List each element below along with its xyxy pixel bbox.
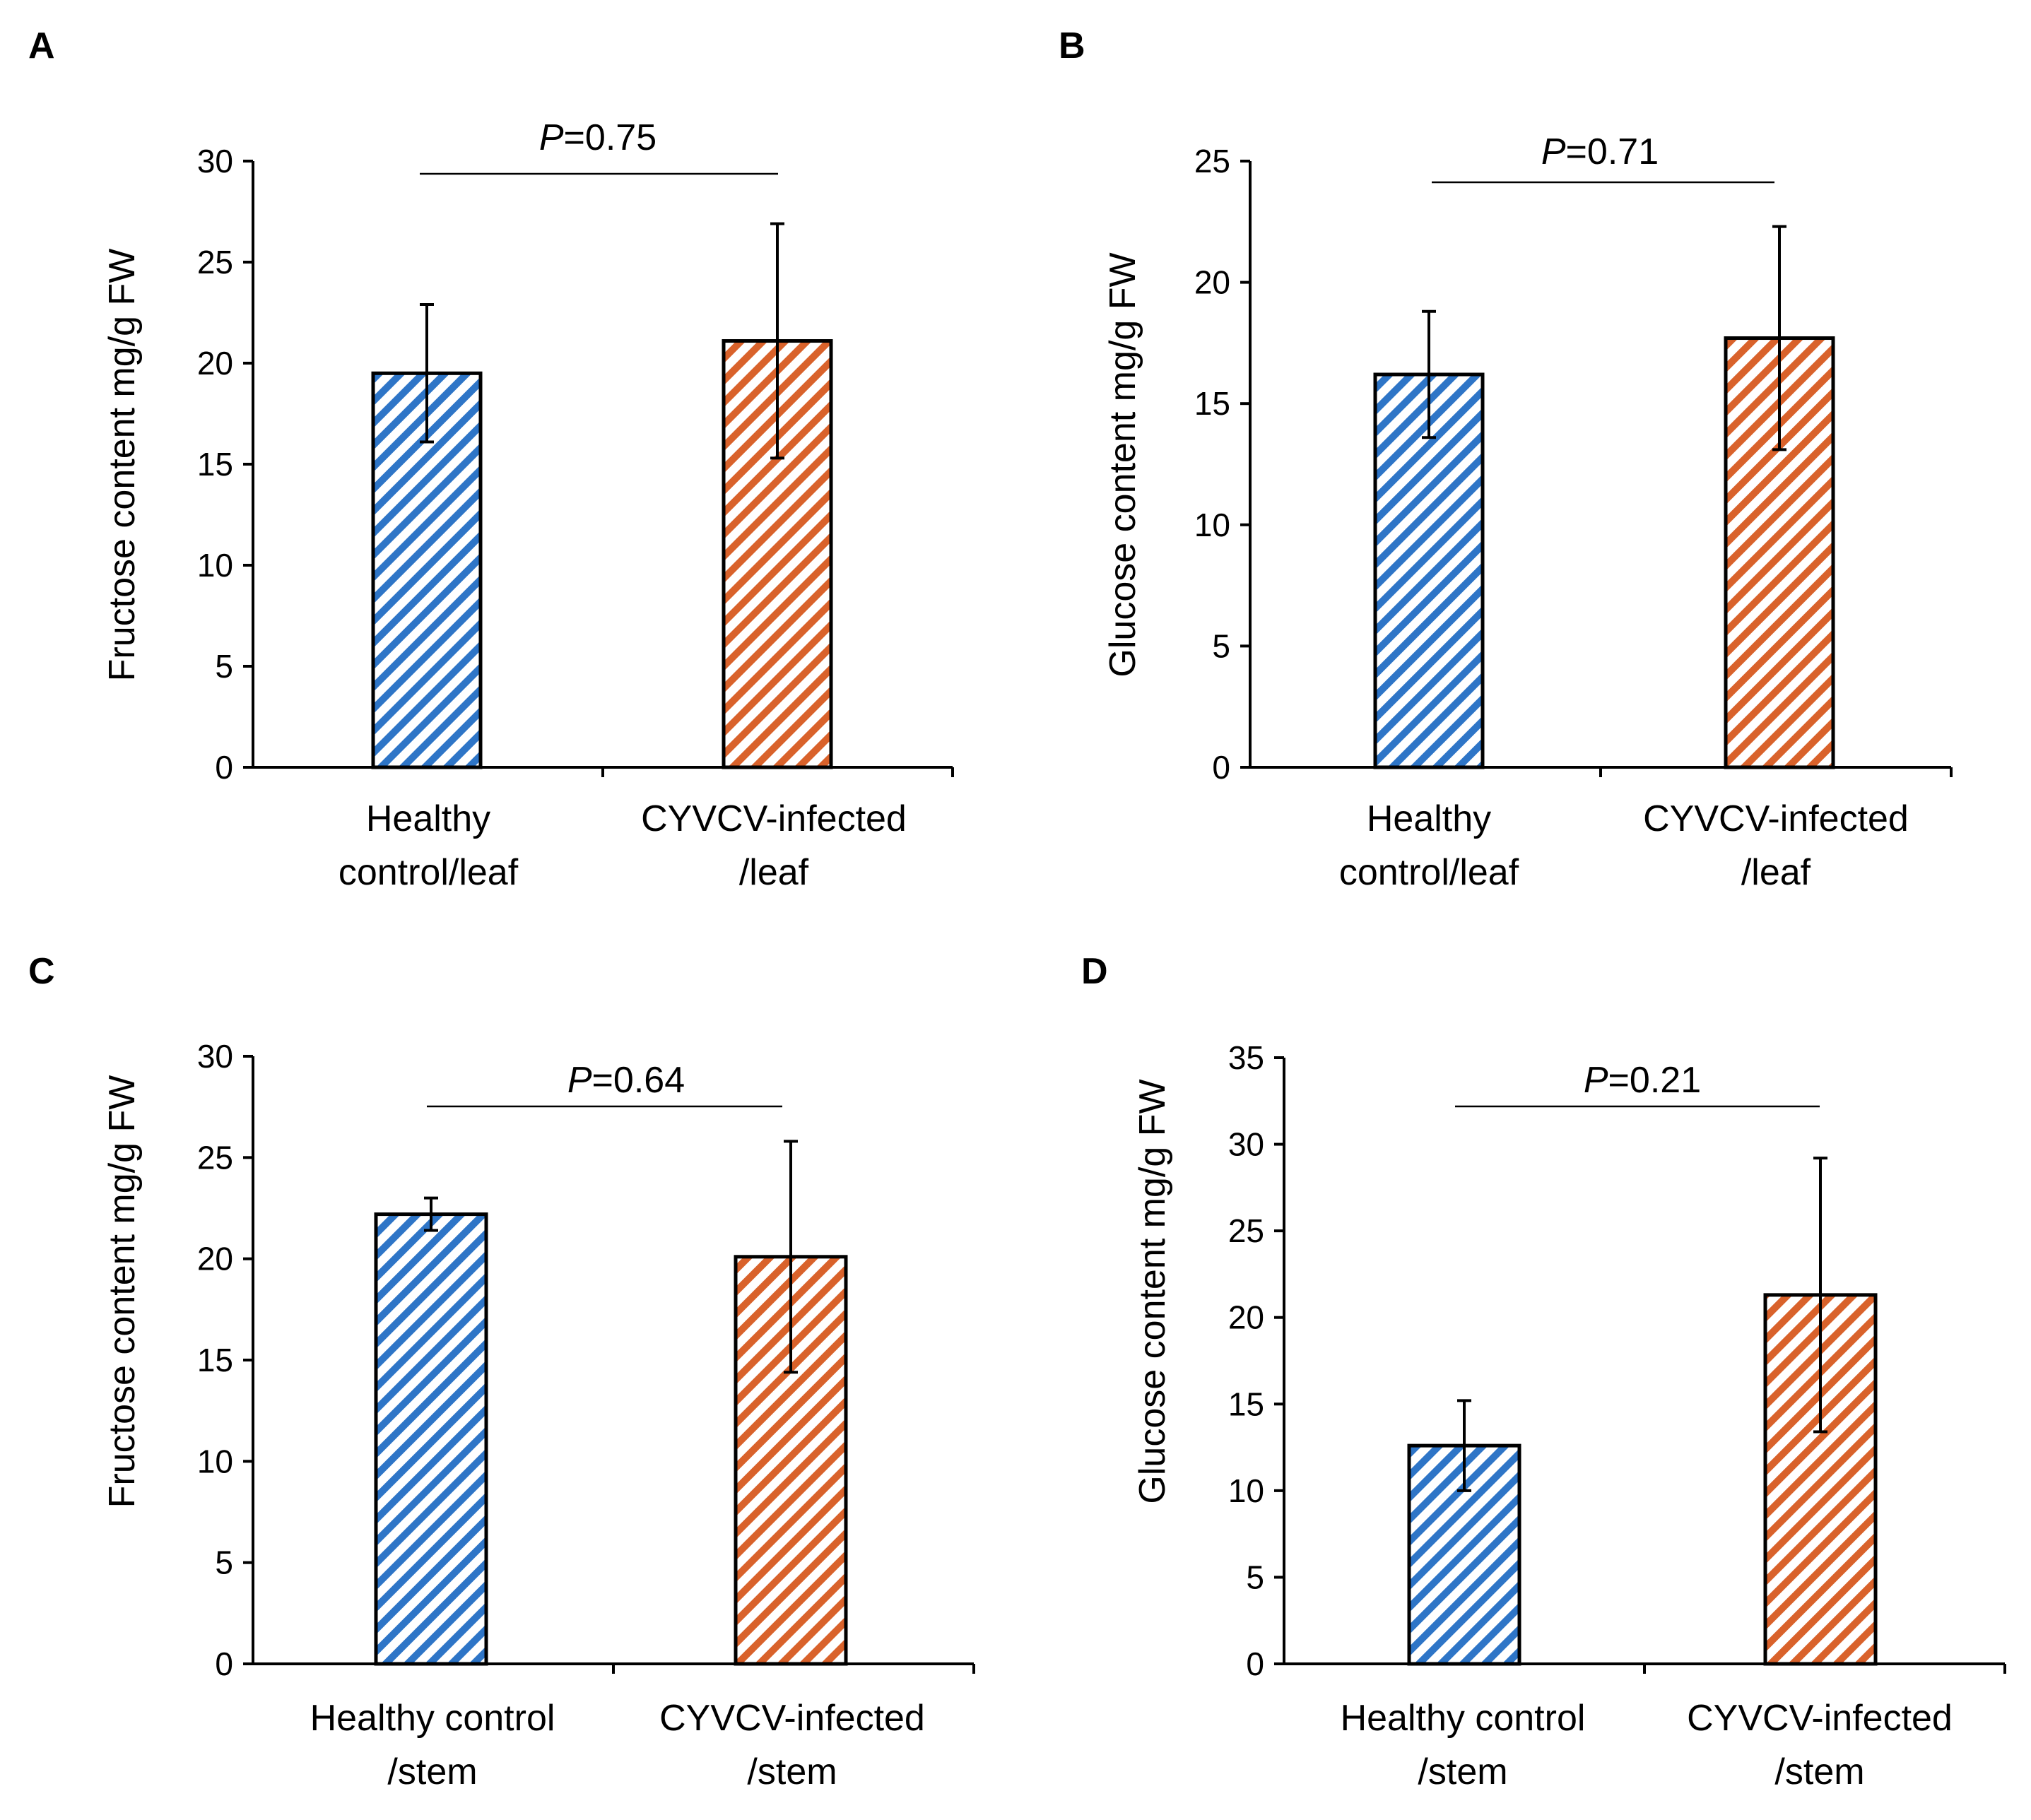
category-label: control/leaf <box>338 852 519 893</box>
chart-panel-d: D Glucose content mg/g FW 0 5 10 15 20 25 30 35 He… <box>1081 951 2006 1792</box>
y-tick-label: 30 <box>197 1038 233 1075</box>
category-label: Healthy <box>1367 798 1491 839</box>
category-label: CYVCV-infected <box>1643 798 1909 839</box>
y-tick-label: 20 <box>197 345 233 382</box>
category-label: Healthy <box>366 798 490 839</box>
charts-root: A Fructose content mg/g FW 0 5 10 15 20 25 30 Hea… <box>28 25 2006 1792</box>
category-label: Healthy control <box>310 1698 555 1739</box>
y-tick-label: 20 <box>1228 1299 1264 1336</box>
y-tick-label: 15 <box>197 1342 233 1378</box>
y-axis-title: Glucose content mg/g FW <box>1102 252 1143 677</box>
y-tick-label: 5 <box>1212 627 1230 664</box>
category-label: /leaf <box>1741 852 1811 893</box>
y-tick-label: 35 <box>1228 1039 1264 1076</box>
y-tick-label: 0 <box>215 1645 233 1682</box>
y-tick-label: 0 <box>1212 749 1230 786</box>
p-symbol: P <box>567 1060 592 1101</box>
y-tick-label: 25 <box>1228 1212 1264 1249</box>
y-tick-label: 10 <box>1194 507 1230 543</box>
y-tick-label: 0 <box>1246 1645 1264 1682</box>
y-tick-label: 0 <box>215 749 233 786</box>
panel-letter: B <box>1059 25 1085 66</box>
panel-letter: A <box>28 25 55 66</box>
bar-healthy <box>1373 372 1485 769</box>
p-number: =0.64 <box>592 1060 685 1101</box>
chart-panel-b: B Glucose content mg/g FW 0 5 10 15 20 25 Health… <box>1059 25 1953 893</box>
category-label: CYVCV-infected <box>1687 1698 1953 1739</box>
y-tick-label: 5 <box>1246 1559 1264 1595</box>
y-tick-label: 5 <box>215 1544 233 1581</box>
p-value-label: P=0.75 <box>539 117 657 158</box>
category-label: /stem <box>747 1751 837 1792</box>
panel-letter: C <box>28 951 55 992</box>
y-axis-title: Glucose content mg/g FW <box>1132 1079 1173 1503</box>
p-number: =0.21 <box>1608 1060 1702 1101</box>
y-tick-label: 25 <box>197 244 233 280</box>
category-label: Healthy control <box>1341 1698 1586 1739</box>
p-symbol: P <box>1541 131 1566 172</box>
p-number: =0.71 <box>1566 131 1659 172</box>
p-symbol: P <box>539 117 564 158</box>
panel-letter: D <box>1081 951 1108 992</box>
p-value-label: P=0.64 <box>567 1060 685 1101</box>
y-tick-label: 25 <box>197 1139 233 1176</box>
category-label: /leaf <box>739 852 809 893</box>
bar-healthy <box>374 1212 488 1666</box>
y-tick-label: 30 <box>197 143 233 179</box>
y-axis-title: Fructose content mg/g FW <box>102 249 143 682</box>
y-tick-label: 10 <box>197 547 233 584</box>
y-tick-label: 15 <box>197 446 233 483</box>
y-axis-title: Fructose content mg/g FW <box>102 1075 143 1508</box>
category-label: control/leaf <box>1339 852 1519 893</box>
chart-panel-a: A Fructose content mg/g FW 0 5 10 15 20 25 30 Hea… <box>28 25 954 893</box>
category-label: CYVCV-infected <box>659 1698 925 1739</box>
p-value-label: P=0.21 <box>1584 1060 1701 1101</box>
y-tick-label: 10 <box>1228 1472 1264 1509</box>
y-tick-label: 15 <box>1194 385 1230 422</box>
chart-panel-c: C Fructose content mg/g FW 0 5 10 15 20 25 30 Hea… <box>28 951 975 1792</box>
category-label: /stem <box>1774 1751 1864 1792</box>
category-label: CYVCV-infected <box>641 798 907 839</box>
y-tick-label: 5 <box>215 648 233 685</box>
y-tick-label: 30 <box>1228 1126 1264 1163</box>
category-label: /stem <box>387 1751 477 1792</box>
p-symbol: P <box>1584 1060 1608 1101</box>
y-tick-label: 20 <box>1194 264 1230 301</box>
y-tick-label: 25 <box>1194 143 1230 179</box>
y-tick-label: 20 <box>197 1241 233 1277</box>
p-number: =0.75 <box>564 117 657 158</box>
y-tick-label: 10 <box>197 1443 233 1479</box>
p-value-label: P=0.71 <box>1541 131 1659 172</box>
y-tick-label: 15 <box>1228 1385 1264 1422</box>
category-label: /stem <box>1418 1751 1507 1792</box>
